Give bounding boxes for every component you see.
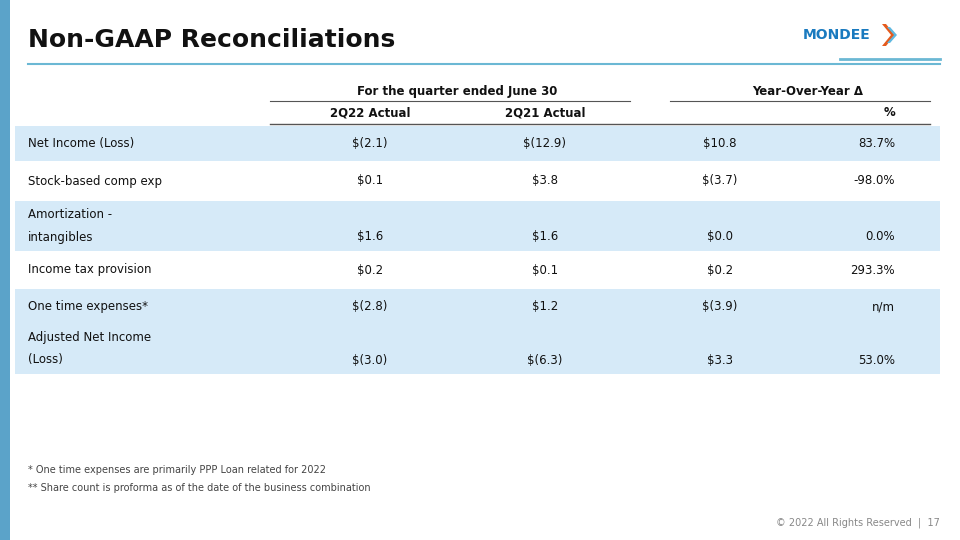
Text: Year-Over-Year Δ: Year-Over-Year Δ (752, 85, 863, 98)
Text: $1.6: $1.6 (357, 231, 383, 244)
Bar (15, 126, 940, 161)
Text: * One time expenses are primarily PPP Loan related for 2022: * One time expenses are primarily PPP Lo… (28, 465, 326, 475)
Text: Amortization -: Amortization - (28, 208, 112, 221)
Text: One time expenses*: One time expenses* (28, 300, 148, 313)
Text: 293.3%: 293.3% (851, 264, 895, 276)
Text: $0.2: $0.2 (707, 264, 733, 276)
Text: $3.8: $3.8 (532, 174, 558, 187)
Text: MONDEE: MONDEE (803, 28, 870, 42)
Text: (Loss): (Loss) (28, 354, 62, 367)
Text: 2Q22 Actual: 2Q22 Actual (329, 106, 410, 119)
Text: $(2.8): $(2.8) (352, 300, 388, 313)
Bar (15, 324, 940, 374)
Text: Adjusted Net Income: Adjusted Net Income (28, 332, 151, 345)
Text: $0.0: $0.0 (707, 231, 733, 244)
Text: $(12.9): $(12.9) (523, 137, 566, 150)
Text: %: % (883, 106, 895, 119)
Text: $3.3: $3.3 (707, 354, 733, 367)
Text: $(3.9): $(3.9) (703, 300, 737, 313)
Text: $1.2: $1.2 (532, 300, 558, 313)
Text: intangibles: intangibles (28, 231, 93, 244)
Text: $(6.3): $(6.3) (527, 354, 563, 367)
Bar (15, 289, 940, 324)
Text: Stock-based comp exp: Stock-based comp exp (28, 174, 162, 187)
Bar (15, 201, 940, 251)
Text: $0.2: $0.2 (357, 264, 383, 276)
Bar (0, 0, 10, 540)
Text: $(2.1): $(2.1) (352, 137, 388, 150)
Text: $(3.7): $(3.7) (703, 174, 737, 187)
Text: n/m: n/m (872, 300, 895, 313)
Text: $10.8: $10.8 (704, 137, 736, 150)
Polygon shape (887, 27, 897, 43)
Text: Income tax provision: Income tax provision (28, 264, 152, 276)
Text: Net Income (Loss): Net Income (Loss) (28, 137, 134, 150)
Text: For the quarter ended June 30: For the quarter ended June 30 (357, 85, 558, 98)
Text: ** Share count is proforma as of the date of the business combination: ** Share count is proforma as of the dat… (28, 483, 371, 493)
Text: 0.0%: 0.0% (865, 231, 895, 244)
Text: 53.0%: 53.0% (858, 354, 895, 367)
Text: -98.0%: -98.0% (853, 174, 895, 187)
Text: $(3.0): $(3.0) (352, 354, 388, 367)
Text: 2Q21 Actual: 2Q21 Actual (505, 106, 586, 119)
Text: $0.1: $0.1 (532, 264, 558, 276)
Text: © 2022 All Rights Reserved  |  17: © 2022 All Rights Reserved | 17 (776, 517, 940, 528)
Polygon shape (882, 24, 895, 46)
Text: Non-GAAP Reconciliations: Non-GAAP Reconciliations (28, 28, 396, 52)
Text: $1.6: $1.6 (532, 231, 558, 244)
Text: 83.7%: 83.7% (858, 137, 895, 150)
Text: $0.1: $0.1 (357, 174, 383, 187)
